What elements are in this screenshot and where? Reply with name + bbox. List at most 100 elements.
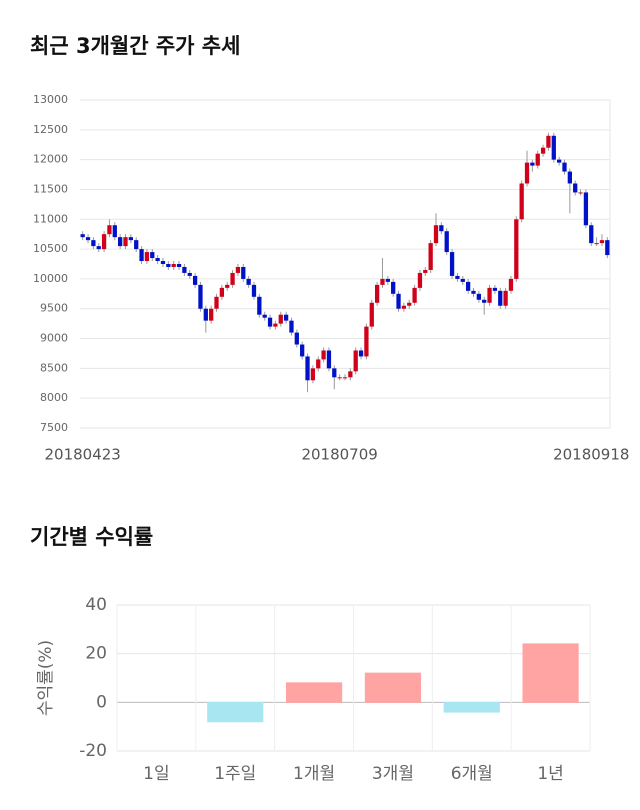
candle-body xyxy=(203,308,208,321)
y-tick-label: 9000 xyxy=(40,332,68,345)
candle-body xyxy=(599,240,605,244)
y-tick-label: 20 xyxy=(85,644,107,664)
y-tick-label: -20 xyxy=(79,741,107,761)
candle-body xyxy=(498,290,503,306)
candle-body xyxy=(557,159,562,163)
candle-body xyxy=(358,350,364,357)
candle-body xyxy=(605,240,610,256)
candle-body xyxy=(112,225,117,238)
candle-body xyxy=(487,287,492,303)
candle-body xyxy=(182,266,187,273)
candle-body xyxy=(471,290,476,294)
candle-body xyxy=(198,284,203,309)
y-tick-label: 8000 xyxy=(40,391,68,404)
candle-body xyxy=(305,356,310,381)
candle-body xyxy=(123,237,128,247)
candle-body xyxy=(460,278,465,282)
chart-title: 기간별 수익률 xyxy=(30,525,153,549)
candle-body xyxy=(449,252,455,276)
candle-body xyxy=(476,293,481,300)
candle-body xyxy=(369,302,374,327)
candle-body xyxy=(251,284,257,297)
x-tick-label: 1주일 xyxy=(214,764,256,784)
x-tick-label: 20180918 xyxy=(553,446,629,464)
y-tick-label: 12500 xyxy=(33,123,68,136)
y-axis-label: 수익률(%) xyxy=(36,640,56,716)
candle-body xyxy=(155,258,160,262)
x-tick-label: 1개월 xyxy=(293,764,335,784)
candle-body xyxy=(444,231,449,253)
candle-body xyxy=(439,225,444,232)
candle-body xyxy=(465,281,471,291)
candle-body xyxy=(118,237,123,247)
candle-body xyxy=(540,147,546,154)
x-tick-label: 20180423 xyxy=(44,446,120,464)
candle-body xyxy=(578,192,583,194)
candle-body xyxy=(219,287,225,297)
candle-body xyxy=(482,299,487,303)
bar xyxy=(207,701,264,723)
candle-body xyxy=(96,246,101,250)
candle-body xyxy=(91,240,96,247)
y-tick-label: 11500 xyxy=(33,182,68,195)
chart-title: 최근 3개월간 주가 추세 xyxy=(30,34,240,58)
candle-body xyxy=(433,225,439,244)
y-tick-label: 0 xyxy=(96,692,107,712)
candle-body xyxy=(107,225,112,235)
candle-body xyxy=(150,252,155,259)
candle-body xyxy=(160,261,166,264)
bar xyxy=(443,701,500,713)
candle-body xyxy=(262,314,267,318)
candle-body xyxy=(214,296,219,309)
candle-body xyxy=(503,290,508,306)
y-tick-label: 9500 xyxy=(40,302,68,315)
candle-body xyxy=(294,332,299,345)
y-tick-label: 10000 xyxy=(33,272,68,285)
candle-body xyxy=(589,225,594,244)
candle-body xyxy=(101,234,107,250)
candle-body xyxy=(187,272,192,276)
candle-body xyxy=(85,237,91,241)
candle-body xyxy=(128,237,133,241)
candle-body xyxy=(567,171,572,184)
y-tick-label: 7500 xyxy=(40,421,68,434)
candle-body xyxy=(316,359,321,369)
y-tick-label: 8500 xyxy=(40,361,68,374)
candle-body xyxy=(166,264,171,267)
candle-body xyxy=(407,302,412,306)
candle-body xyxy=(514,219,519,279)
candle-body xyxy=(348,371,353,378)
candle-body xyxy=(283,314,289,321)
candle-body xyxy=(337,377,342,379)
candle-body xyxy=(423,269,428,273)
candle-body xyxy=(171,264,176,267)
candle-body xyxy=(144,252,150,262)
candle-body xyxy=(225,284,230,288)
candle-body xyxy=(364,326,369,357)
candle-body xyxy=(273,323,278,327)
candle-body xyxy=(546,135,551,148)
candle-body xyxy=(289,320,294,333)
candle-body xyxy=(353,350,358,372)
candle-body xyxy=(573,183,578,193)
candle-body xyxy=(80,234,85,238)
candle-body xyxy=(417,272,423,288)
candle-body xyxy=(428,243,433,270)
x-tick-label: 3개월 xyxy=(372,764,414,784)
x-tick-label: 1일 xyxy=(143,764,169,784)
candle-body xyxy=(326,350,332,369)
candle-body xyxy=(374,284,380,303)
candle-body xyxy=(139,249,144,262)
candle-body xyxy=(492,287,498,291)
y-tick-label: 12000 xyxy=(33,153,68,166)
candle-body xyxy=(519,183,524,220)
candle-body xyxy=(594,243,599,245)
candle-body xyxy=(535,153,540,166)
candle-body xyxy=(455,275,460,279)
candle-body xyxy=(530,162,535,166)
candle-body xyxy=(508,278,514,291)
candle-body xyxy=(278,314,283,324)
candle-body xyxy=(321,350,326,360)
candle-body xyxy=(380,278,385,285)
